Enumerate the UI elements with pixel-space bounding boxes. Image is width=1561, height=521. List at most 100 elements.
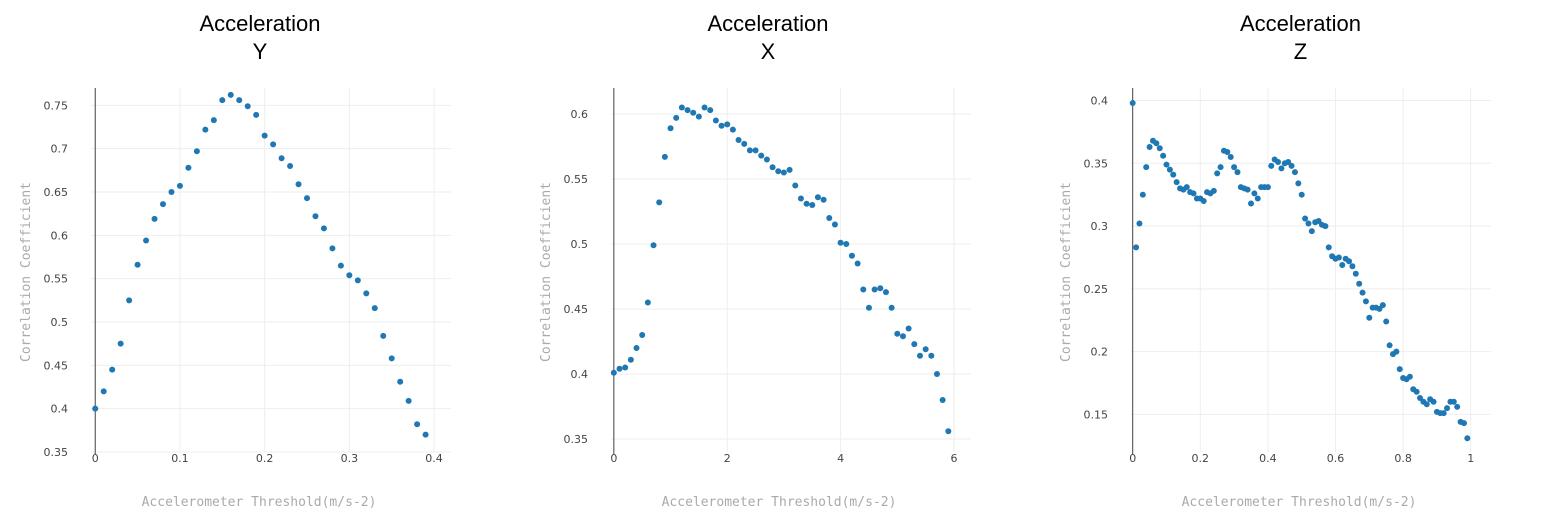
x-tick-label: 0.8 — [1394, 452, 1412, 465]
data-point — [320, 225, 327, 232]
data-point — [1322, 223, 1329, 230]
data-point — [109, 366, 116, 373]
data-point — [100, 388, 107, 395]
y-tick-label: 0.35 — [44, 446, 69, 459]
chart-title-line1: Acceleration — [199, 11, 321, 36]
data-point — [780, 169, 787, 176]
data-point — [820, 196, 827, 203]
x-tick-label: 1 — [1467, 452, 1474, 465]
chart-panel-acceleration-x: Acceleration X 0.35 0.4 0.45 0.5 0.55 0.6 0 2 4 6… — [520, 0, 1040, 521]
data-point — [894, 330, 901, 337]
data-point — [758, 152, 765, 159]
data-point — [690, 109, 697, 116]
data-point — [1143, 164, 1150, 171]
data-point — [848, 252, 855, 259]
data-point — [752, 147, 759, 154]
data-point — [1231, 164, 1238, 171]
data-point — [160, 201, 166, 208]
data-point — [639, 332, 646, 338]
chart-title: Acceleration Y — [0, 10, 520, 66]
data-point — [414, 421, 421, 428]
chart-panel-acceleration-y: Acceleration Y 0.35 0.4 0.45 0.5 0.55 0.6 0.65… — [0, 0, 520, 521]
x-tick-label: 2 — [724, 452, 731, 465]
data-point — [735, 137, 742, 143]
data-point — [826, 215, 833, 221]
data-point — [803, 200, 810, 207]
x-tick-label: 0 — [610, 452, 617, 465]
data-point — [1217, 164, 1224, 171]
data-point — [933, 371, 940, 377]
data-point — [337, 262, 344, 269]
data-point — [1325, 244, 1332, 251]
data-point — [831, 221, 838, 228]
y-tick-label: 0.4 — [51, 403, 69, 416]
chart-title-line1: Acceleration — [707, 11, 829, 36]
data-point — [1359, 289, 1366, 296]
data-point — [117, 340, 124, 347]
data-point — [1264, 184, 1271, 191]
data-point — [684, 107, 691, 114]
y-tick-label: 0.6 — [571, 108, 589, 121]
data-point — [1335, 254, 1342, 261]
data-point — [278, 155, 285, 162]
data-point — [695, 113, 702, 120]
data-point — [346, 272, 353, 279]
data-point — [1170, 171, 1177, 178]
data-point — [1133, 244, 1140, 251]
x-tick-label: 0.2 — [1192, 452, 1210, 465]
data-point — [1349, 263, 1356, 270]
data-point — [1244, 186, 1251, 193]
x-tick-label: 0 — [92, 452, 99, 465]
data-point — [1346, 258, 1353, 265]
data-point — [1413, 388, 1420, 395]
data-point — [219, 97, 226, 104]
data-point — [1190, 190, 1197, 197]
data-point — [627, 356, 634, 363]
y-tick-label: 0.45 — [44, 359, 69, 372]
data-point — [397, 378, 404, 385]
data-point — [304, 195, 310, 202]
data-point — [1298, 191, 1305, 198]
data-point — [1352, 270, 1359, 277]
y-tick-label: 0.55 — [44, 273, 69, 286]
x-axis-title: Accelerometer Threshold(m/s-2) — [1182, 495, 1417, 510]
data-point — [1160, 152, 1167, 159]
data-point — [1251, 190, 1258, 197]
data-point — [1450, 398, 1457, 405]
data-point — [775, 168, 782, 175]
data-point — [622, 364, 629, 371]
data-point — [939, 397, 946, 403]
data-point — [763, 156, 770, 163]
data-point — [741, 140, 748, 147]
y-axis-title: Correlation Coefficient — [539, 182, 554, 362]
data-point — [295, 181, 302, 188]
data-point — [1275, 159, 1282, 166]
data-point — [1366, 314, 1373, 321]
data-point — [236, 97, 243, 104]
data-point — [1396, 366, 1403, 373]
data-point — [1383, 318, 1390, 325]
data-point — [92, 405, 99, 412]
data-point — [656, 199, 663, 206]
data-point — [1254, 195, 1261, 202]
chart-title-line2: Y — [252, 39, 268, 64]
data-point — [644, 299, 651, 306]
data-point — [134, 261, 141, 268]
data-point — [210, 117, 217, 124]
y-tick-label: 0.6 — [51, 229, 69, 242]
data-point — [422, 431, 429, 438]
chart-panel-acceleration-z: Acceleration Z 0.15 0.2 0.25 0.3 0.35 0.4 0 0.2… — [1040, 0, 1561, 521]
data-point — [786, 166, 793, 173]
data-point — [729, 126, 736, 133]
data-point — [922, 346, 929, 353]
data-point — [616, 365, 623, 372]
data-point — [1362, 298, 1369, 305]
data-point — [837, 239, 844, 246]
y-axis-title: Correlation Coefficient — [19, 182, 34, 362]
data-point — [1163, 161, 1170, 168]
data-point — [1406, 373, 1413, 380]
x-axis-title: Accelerometer Threshold(m/s-2) — [662, 495, 897, 510]
data-point — [843, 241, 850, 247]
y-tick-label: 0.35 — [1084, 157, 1109, 170]
data-point — [673, 114, 680, 121]
